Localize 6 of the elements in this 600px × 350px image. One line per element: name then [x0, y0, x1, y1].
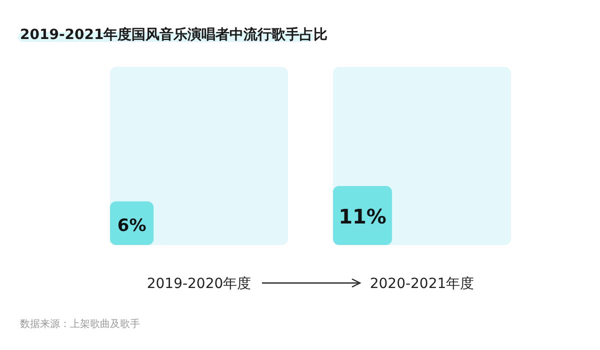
data-label: 6%: [117, 216, 146, 236]
category-label: 2020-2021年度: [370, 276, 474, 292]
text: 2019-2021年度国风音乐演唱者中流行歌手占比: [20, 26, 328, 43]
data-label: 11%: [338, 204, 386, 228]
category-label: 2019-2020年度: [146, 276, 252, 292]
source-note: 数据来源：上架歌曲及歌手: [20, 318, 140, 330]
